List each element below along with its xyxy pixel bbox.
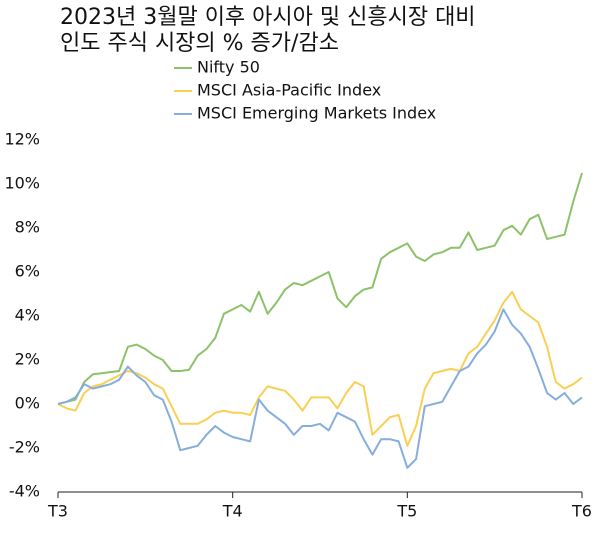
legend-label: Nifty 50 xyxy=(197,58,260,77)
y-tick-label: 2% xyxy=(15,350,40,369)
y-tick-label: 12% xyxy=(4,130,40,149)
x-tick-label: T4 xyxy=(222,502,243,521)
y-tick-label: 6% xyxy=(15,262,40,281)
x-tick-label: T3 xyxy=(47,502,68,521)
chart-title: 2023년 3월말 이후 아시아 및 신흥시장 대비 xyxy=(60,5,476,30)
legend-label: MSCI Asia-Pacific Index xyxy=(197,81,381,100)
series-line xyxy=(57,308,583,469)
series-line xyxy=(57,172,583,405)
series-line xyxy=(57,290,583,447)
y-tick-label: 0% xyxy=(15,394,40,413)
legend-label: MSCI Emerging Markets Index xyxy=(197,104,436,123)
y-tick-label: -2% xyxy=(9,438,40,457)
y-tick-label: 10% xyxy=(4,174,40,193)
chart-title: 인도 주식 시장의 % 증가/감소 xyxy=(60,31,339,56)
x-tick-label: T6 xyxy=(571,502,592,521)
x-tick-label: T5 xyxy=(396,502,417,521)
y-tick-label: 8% xyxy=(15,218,40,237)
y-tick-label: 4% xyxy=(15,306,40,325)
y-tick-label: -4% xyxy=(9,482,40,501)
